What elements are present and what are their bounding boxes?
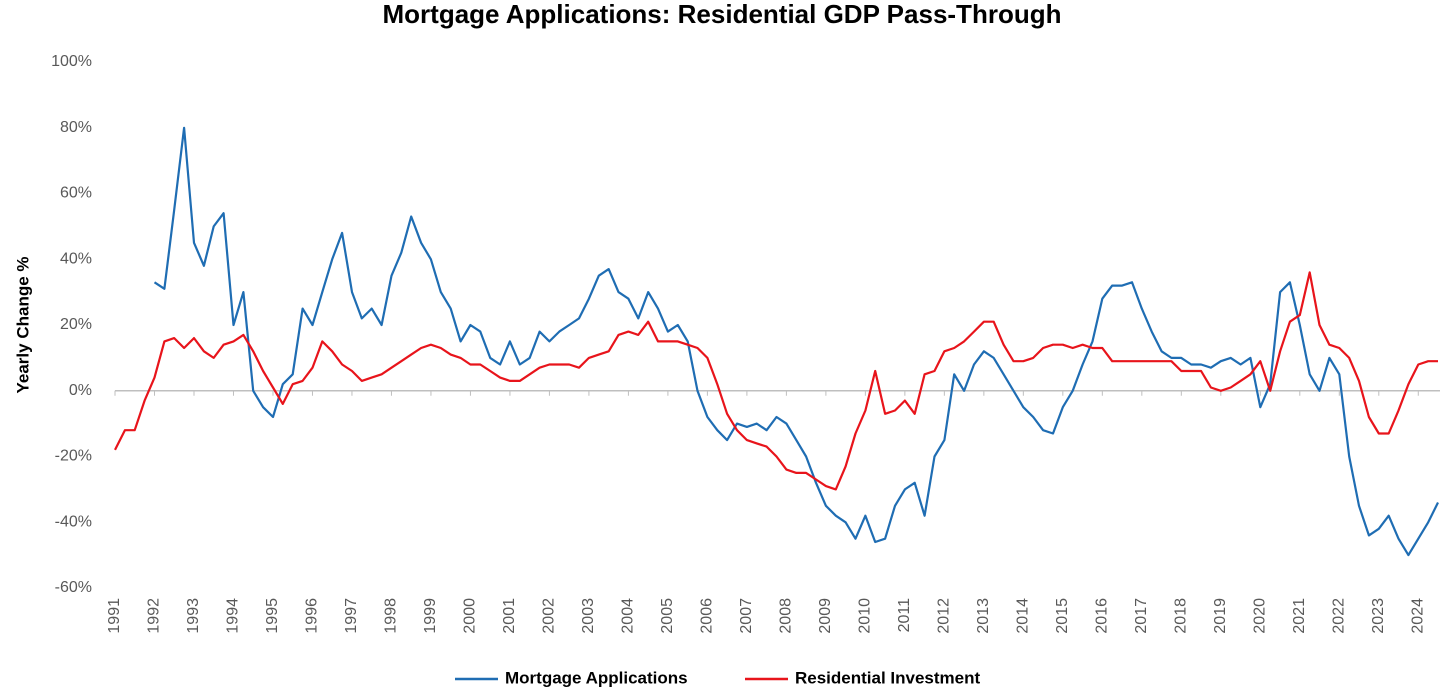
x-tick-label: 2006 — [699, 598, 716, 634]
y-tick-label: -40% — [55, 513, 92, 530]
x-tick-label: 2010 — [857, 598, 874, 634]
x-tick-label: 2021 — [1291, 598, 1308, 634]
x-tick-label: 1994 — [225, 598, 242, 634]
x-tick-label: 2000 — [462, 598, 479, 634]
x-tick-label: 1998 — [383, 598, 400, 634]
x-tick-label: 2016 — [1094, 598, 1111, 634]
series-line — [114, 271, 1438, 491]
x-tick-label: 2012 — [936, 598, 953, 634]
x-tick-label: 1992 — [146, 598, 163, 634]
x-tick-label: 1997 — [343, 598, 360, 634]
x-tick-label: 2023 — [1370, 598, 1387, 634]
x-tick-label: 2015 — [1054, 598, 1071, 634]
x-tick-label: 2004 — [620, 598, 637, 634]
x-tick-label: 1993 — [185, 598, 202, 634]
x-tick-label: 2017 — [1133, 598, 1150, 634]
x-tick-label: 2022 — [1331, 598, 1348, 634]
x-tick-label: 1999 — [422, 598, 439, 634]
x-tick-label: 2019 — [1212, 598, 1229, 634]
y-tick-label: 80% — [60, 119, 92, 136]
x-tick-label: 2018 — [1173, 598, 1190, 634]
y-tick-label: -20% — [55, 448, 92, 465]
chart-title: Mortgage Applications: Residential GDP P… — [383, 0, 1062, 29]
x-tick-label: 1996 — [304, 598, 321, 634]
x-tick-label: 2005 — [659, 598, 676, 634]
x-tick-label: 1995 — [264, 598, 281, 634]
y-tick-label: 40% — [60, 250, 92, 267]
series-line — [153, 126, 1439, 557]
y-tick-label: 100% — [51, 53, 92, 70]
legend-label: Residential Investment — [795, 668, 981, 687]
x-tick-label: 2014 — [1015, 598, 1032, 634]
x-tick-label: 2002 — [541, 598, 558, 634]
y-tick-label: 20% — [60, 316, 92, 333]
x-tick-label: 2007 — [738, 598, 755, 634]
x-tick-label: 2011 — [896, 598, 913, 633]
x-tick-label: 2024 — [1409, 598, 1426, 634]
x-tick-label: 2020 — [1252, 598, 1269, 634]
x-tick-label: 1991 — [106, 598, 123, 634]
x-tick-label: 2013 — [975, 598, 992, 634]
x-tick-label: 2009 — [817, 598, 834, 634]
x-tick-label: 2001 — [501, 598, 518, 634]
y-tick-label: 0% — [69, 382, 92, 399]
y-axis-label: Yearly Change % — [13, 256, 32, 393]
y-tick-label: 60% — [60, 185, 92, 202]
x-tick-label: 2003 — [580, 598, 597, 634]
legend-label: Mortgage Applications — [505, 668, 688, 687]
x-tick-label: 2008 — [778, 598, 795, 634]
y-tick-label: -60% — [55, 579, 92, 596]
